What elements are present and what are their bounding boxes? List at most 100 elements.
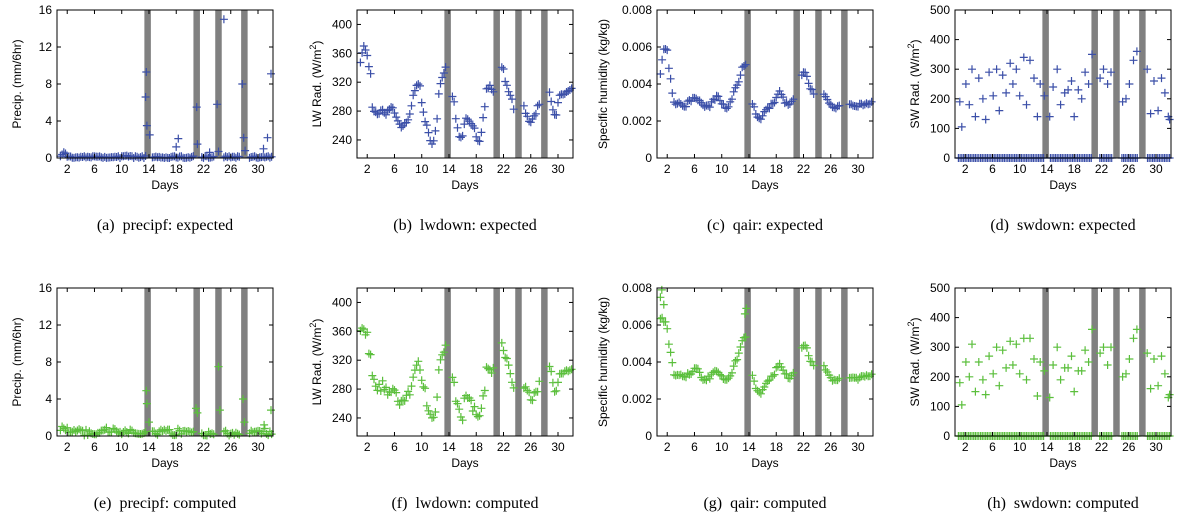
data-point xyxy=(267,152,276,161)
data-point xyxy=(489,363,498,372)
data-point xyxy=(768,372,777,381)
data-point xyxy=(383,106,392,115)
x-tick-label: 18 xyxy=(770,440,784,454)
data-point xyxy=(480,102,489,111)
data-point xyxy=(1107,343,1115,352)
data-point xyxy=(489,87,498,96)
data-point xyxy=(1081,68,1090,77)
y-tick-label: 16 xyxy=(39,3,53,17)
data-point xyxy=(705,374,714,383)
data-point xyxy=(855,373,864,382)
data-point xyxy=(448,373,457,382)
data-point xyxy=(477,404,486,413)
data-point xyxy=(267,430,276,439)
y-tick-label: 280 xyxy=(332,104,352,118)
data-point xyxy=(475,137,484,146)
data-point xyxy=(508,378,516,387)
data-point xyxy=(82,425,90,434)
data-point xyxy=(664,340,673,349)
data-point xyxy=(862,99,871,108)
data-point xyxy=(564,367,573,376)
data-point xyxy=(260,424,269,433)
y-tick-label: 0 xyxy=(645,151,652,165)
x-axis-label: Days xyxy=(451,456,478,470)
gap-band xyxy=(493,288,500,436)
data-point xyxy=(719,375,728,383)
panel-g: 2 6 10 14 18 22 26 3000.0020.0040.0060.008DaysS… xyxy=(596,281,876,512)
data-point xyxy=(1067,77,1076,85)
data-point xyxy=(438,73,447,82)
data-point xyxy=(497,338,506,347)
data-point xyxy=(172,142,181,151)
panel-caption: (h) swdown: computed xyxy=(987,495,1139,512)
x-tick-label: 18 xyxy=(1068,440,1082,454)
y-tick-label: 320 xyxy=(332,353,352,367)
data-point xyxy=(668,358,677,367)
data-point xyxy=(102,423,111,432)
x-tick-label: 26 xyxy=(524,162,538,176)
data-point xyxy=(414,357,423,366)
data-point xyxy=(235,430,244,439)
x-tick-label: 18 xyxy=(470,440,484,454)
data-point xyxy=(509,383,518,392)
data-point xyxy=(1129,334,1138,343)
data-point xyxy=(955,378,964,387)
data-point xyxy=(819,361,828,370)
panel-c: 2 6 10 14 18 22 26 3000.0020.0040.0060.008DaysS… xyxy=(596,3,876,234)
data-point xyxy=(789,95,798,104)
data-point xyxy=(1053,65,1062,74)
data-point xyxy=(768,99,777,108)
data-point xyxy=(992,65,1001,74)
data-point xyxy=(267,406,275,415)
data-point xyxy=(1143,65,1152,74)
data-point xyxy=(1040,366,1049,375)
data-point xyxy=(722,104,731,113)
data-point xyxy=(497,63,506,72)
data-point xyxy=(548,105,557,114)
data-point xyxy=(530,111,539,120)
data-point xyxy=(395,120,404,129)
data-point xyxy=(1088,50,1096,59)
x-tick-label: 10 xyxy=(1013,162,1027,176)
data-point xyxy=(364,62,373,71)
data-point xyxy=(521,382,530,391)
data-point xyxy=(668,89,677,98)
data-point xyxy=(174,134,183,143)
data-point xyxy=(456,133,465,142)
y-axis-label: SW Rad. (W/m2) xyxy=(906,317,922,406)
data-point xyxy=(436,79,445,88)
data-point xyxy=(1022,375,1031,384)
data-point xyxy=(733,81,742,90)
data-point xyxy=(702,376,711,385)
data-point xyxy=(656,293,665,302)
x-tick-label: 14 xyxy=(742,162,756,176)
data-point xyxy=(978,94,987,103)
data-point xyxy=(479,113,488,122)
data-point xyxy=(439,348,448,357)
data-point xyxy=(219,427,228,436)
plot-frame xyxy=(656,9,874,159)
data-point xyxy=(1096,349,1105,358)
plot-frame xyxy=(656,287,874,437)
data-point xyxy=(419,382,428,391)
data-point xyxy=(1036,358,1045,366)
y-tick-label: 0.008 xyxy=(622,281,652,295)
data-point xyxy=(1067,352,1076,361)
gap-band xyxy=(815,10,822,158)
data-point xyxy=(475,411,484,420)
y-tick-label: 400 xyxy=(930,33,950,47)
data-point xyxy=(375,109,384,118)
data-point xyxy=(835,101,844,110)
data-point xyxy=(463,115,472,124)
data-point xyxy=(995,106,1004,115)
data-point xyxy=(707,370,716,379)
data-point xyxy=(404,115,413,124)
data-point xyxy=(750,102,759,111)
data-point xyxy=(862,371,871,380)
data-point xyxy=(205,148,214,157)
x-tick-label: 18 xyxy=(1068,162,1082,176)
data-point xyxy=(1146,109,1155,118)
data-point xyxy=(974,358,983,366)
data-point xyxy=(552,386,561,395)
